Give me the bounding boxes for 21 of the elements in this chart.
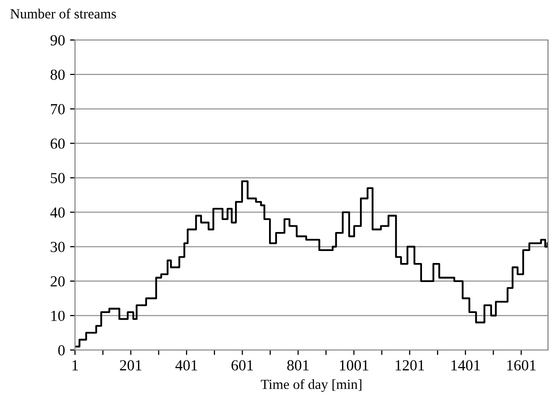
- y-tick-label: 20: [50, 276, 65, 287]
- x-axis-title: Time of day [min]: [260, 379, 362, 392]
- x-tick-label: 1401: [452, 360, 480, 370]
- y-tick-label: 70: [51, 104, 65, 114]
- x-tick-label: 601: [232, 360, 253, 370]
- y-tick-label: 80: [50, 70, 65, 80]
- y-tick-label: 0: [58, 345, 65, 356]
- y-tick-label: 40: [50, 207, 65, 218]
- y-tick-label: 10: [51, 310, 65, 322]
- y-tick-label: 90: [50, 35, 65, 46]
- x-tick-label: 1201: [396, 360, 424, 370]
- y-tick-label: 60: [50, 138, 65, 149]
- y-axis-title: Number of streams: [10, 8, 116, 18]
- x-tick-label: 1001: [340, 360, 368, 370]
- x-tick-label: 1: [72, 360, 78, 370]
- y-tick-label: 30: [50, 242, 65, 252]
- x-tick-label: 401: [175, 360, 198, 370]
- y-tick-label: 50: [50, 172, 65, 184]
- x-tick-label: 1601: [507, 360, 536, 370]
- x-tick-label: 201: [120, 360, 142, 370]
- x-tick-label: 801: [287, 360, 309, 370]
